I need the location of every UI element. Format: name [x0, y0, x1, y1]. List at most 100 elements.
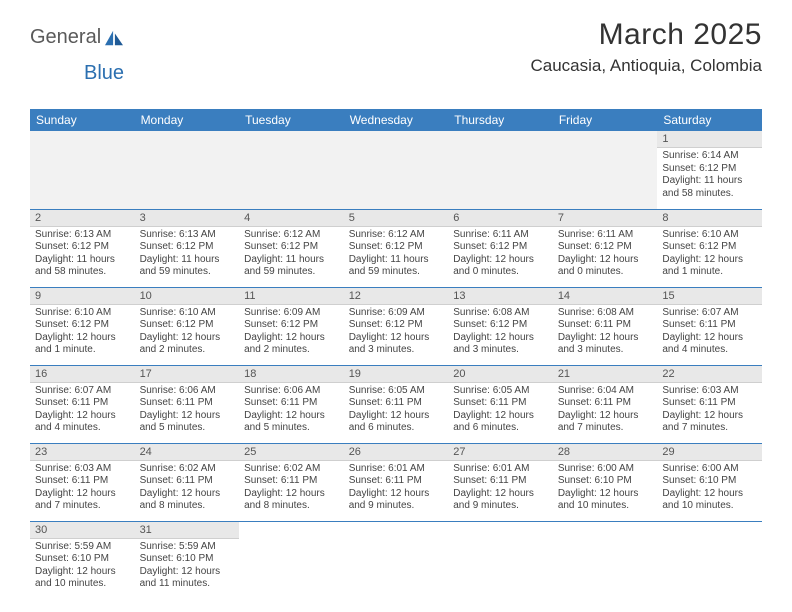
day-details: Sunrise: 6:05 AMSunset: 6:11 PMDaylight:…	[344, 383, 449, 438]
day-number: 22	[657, 366, 762, 383]
calendar-empty	[239, 521, 344, 599]
calendar-week: 2Sunrise: 6:13 AMSunset: 6:12 PMDaylight…	[30, 209, 762, 287]
calendar-week: 23Sunrise: 6:03 AMSunset: 6:11 PMDayligh…	[30, 443, 762, 521]
calendar-empty	[553, 521, 658, 599]
day-number: 5	[344, 210, 449, 227]
day-number: 9	[30, 288, 135, 305]
day-details: Sunrise: 6:03 AMSunset: 6:11 PMDaylight:…	[30, 461, 135, 516]
calendar-table: Sunday Monday Tuesday Wednesday Thursday…	[30, 109, 762, 599]
day-details: Sunrise: 6:03 AMSunset: 6:11 PMDaylight:…	[657, 383, 762, 438]
calendar-day: 25Sunrise: 6:02 AMSunset: 6:11 PMDayligh…	[239, 443, 344, 521]
calendar-day: 23Sunrise: 6:03 AMSunset: 6:11 PMDayligh…	[30, 443, 135, 521]
calendar-empty	[448, 521, 553, 599]
calendar-day: 3Sunrise: 6:13 AMSunset: 6:12 PMDaylight…	[135, 209, 240, 287]
day-number: 3	[135, 210, 240, 227]
calendar-day: 28Sunrise: 6:00 AMSunset: 6:10 PMDayligh…	[553, 443, 658, 521]
calendar-week: 16Sunrise: 6:07 AMSunset: 6:11 PMDayligh…	[30, 365, 762, 443]
day-number: 23	[30, 444, 135, 461]
calendar-day: 24Sunrise: 6:02 AMSunset: 6:11 PMDayligh…	[135, 443, 240, 521]
day-number: 20	[448, 366, 553, 383]
calendar-empty	[30, 131, 135, 209]
calendar-day: 8Sunrise: 6:10 AMSunset: 6:12 PMDaylight…	[657, 209, 762, 287]
day-number: 31	[135, 522, 240, 539]
day-number: 15	[657, 288, 762, 305]
col-sunday: Sunday	[30, 109, 135, 131]
day-number: 24	[135, 444, 240, 461]
calendar-day: 29Sunrise: 6:00 AMSunset: 6:10 PMDayligh…	[657, 443, 762, 521]
day-number: 7	[553, 210, 658, 227]
day-details: Sunrise: 6:01 AMSunset: 6:11 PMDaylight:…	[344, 461, 449, 516]
calendar-day: 14Sunrise: 6:08 AMSunset: 6:11 PMDayligh…	[553, 287, 658, 365]
calendar-week: 30Sunrise: 5:59 AMSunset: 6:10 PMDayligh…	[30, 521, 762, 599]
calendar-day: 17Sunrise: 6:06 AMSunset: 6:11 PMDayligh…	[135, 365, 240, 443]
day-number: 4	[239, 210, 344, 227]
day-number: 10	[135, 288, 240, 305]
calendar-day: 31Sunrise: 5:59 AMSunset: 6:10 PMDayligh…	[135, 521, 240, 599]
day-number: 26	[344, 444, 449, 461]
calendar-day: 2Sunrise: 6:13 AMSunset: 6:12 PMDaylight…	[30, 209, 135, 287]
day-number: 11	[239, 288, 344, 305]
calendar-empty	[344, 131, 449, 209]
calendar-day: 7Sunrise: 6:11 AMSunset: 6:12 PMDaylight…	[553, 209, 658, 287]
day-details: Sunrise: 6:06 AMSunset: 6:11 PMDaylight:…	[239, 383, 344, 438]
sail-icon	[103, 29, 125, 47]
calendar-day: 16Sunrise: 6:07 AMSunset: 6:11 PMDayligh…	[30, 365, 135, 443]
day-details: Sunrise: 6:09 AMSunset: 6:12 PMDaylight:…	[344, 305, 449, 360]
col-tuesday: Tuesday	[239, 109, 344, 131]
day-details: Sunrise: 6:10 AMSunset: 6:12 PMDaylight:…	[135, 305, 240, 360]
page-title: March 2025	[530, 18, 762, 52]
col-wednesday: Wednesday	[344, 109, 449, 131]
day-number: 21	[553, 366, 658, 383]
day-details: Sunrise: 5:59 AMSunset: 6:10 PMDaylight:…	[135, 539, 240, 594]
day-details: Sunrise: 6:08 AMSunset: 6:11 PMDaylight:…	[553, 305, 658, 360]
day-details: Sunrise: 6:07 AMSunset: 6:11 PMDaylight:…	[657, 305, 762, 360]
col-thursday: Thursday	[448, 109, 553, 131]
calendar-day: 21Sunrise: 6:04 AMSunset: 6:11 PMDayligh…	[553, 365, 658, 443]
day-number: 8	[657, 210, 762, 227]
calendar-day: 20Sunrise: 6:05 AMSunset: 6:11 PMDayligh…	[448, 365, 553, 443]
day-details: Sunrise: 6:12 AMSunset: 6:12 PMDaylight:…	[239, 227, 344, 282]
calendar-empty	[553, 131, 658, 209]
calendar-day: 15Sunrise: 6:07 AMSunset: 6:11 PMDayligh…	[657, 287, 762, 365]
day-details: Sunrise: 6:00 AMSunset: 6:10 PMDaylight:…	[553, 461, 658, 516]
day-number: 16	[30, 366, 135, 383]
col-saturday: Saturday	[657, 109, 762, 131]
calendar-empty	[135, 131, 240, 209]
calendar-day: 13Sunrise: 6:08 AMSunset: 6:12 PMDayligh…	[448, 287, 553, 365]
calendar-empty	[344, 521, 449, 599]
logo: General	[30, 26, 125, 49]
day-details: Sunrise: 6:05 AMSunset: 6:11 PMDaylight:…	[448, 383, 553, 438]
calendar-day: 26Sunrise: 6:01 AMSunset: 6:11 PMDayligh…	[344, 443, 449, 521]
day-number: 14	[553, 288, 658, 305]
day-number: 27	[448, 444, 553, 461]
day-number: 30	[30, 522, 135, 539]
day-details: Sunrise: 6:11 AMSunset: 6:12 PMDaylight:…	[553, 227, 658, 282]
calendar-day: 10Sunrise: 6:10 AMSunset: 6:12 PMDayligh…	[135, 287, 240, 365]
day-number: 12	[344, 288, 449, 305]
logo-text-general: General	[30, 26, 101, 49]
calendar-day: 12Sunrise: 6:09 AMSunset: 6:12 PMDayligh…	[344, 287, 449, 365]
day-details: Sunrise: 6:10 AMSunset: 6:12 PMDaylight:…	[30, 305, 135, 360]
calendar-page: General March 2025 Caucasia, Antioquia, …	[0, 0, 792, 609]
calendar-day: 6Sunrise: 6:11 AMSunset: 6:12 PMDaylight…	[448, 209, 553, 287]
day-details: Sunrise: 6:07 AMSunset: 6:11 PMDaylight:…	[30, 383, 135, 438]
day-details: Sunrise: 6:08 AMSunset: 6:12 PMDaylight:…	[448, 305, 553, 360]
calendar-week: 1Sunrise: 6:14 AMSunset: 6:12 PMDaylight…	[30, 131, 762, 209]
day-number: 13	[448, 288, 553, 305]
calendar-day: 5Sunrise: 6:12 AMSunset: 6:12 PMDaylight…	[344, 209, 449, 287]
day-details: Sunrise: 6:02 AMSunset: 6:11 PMDaylight:…	[239, 461, 344, 516]
day-number: 19	[344, 366, 449, 383]
day-details: Sunrise: 6:01 AMSunset: 6:11 PMDaylight:…	[448, 461, 553, 516]
day-details: Sunrise: 6:11 AMSunset: 6:12 PMDaylight:…	[448, 227, 553, 282]
calendar-week: 9Sunrise: 6:10 AMSunset: 6:12 PMDaylight…	[30, 287, 762, 365]
day-details: Sunrise: 6:13 AMSunset: 6:12 PMDaylight:…	[135, 227, 240, 282]
calendar-day: 1Sunrise: 6:14 AMSunset: 6:12 PMDaylight…	[657, 131, 762, 209]
day-number: 17	[135, 366, 240, 383]
day-details: Sunrise: 5:59 AMSunset: 6:10 PMDaylight:…	[30, 539, 135, 594]
day-details: Sunrise: 6:13 AMSunset: 6:12 PMDaylight:…	[30, 227, 135, 282]
col-monday: Monday	[135, 109, 240, 131]
calendar-day: 4Sunrise: 6:12 AMSunset: 6:12 PMDaylight…	[239, 209, 344, 287]
day-number: 29	[657, 444, 762, 461]
calendar-empty	[657, 521, 762, 599]
col-friday: Friday	[553, 109, 658, 131]
